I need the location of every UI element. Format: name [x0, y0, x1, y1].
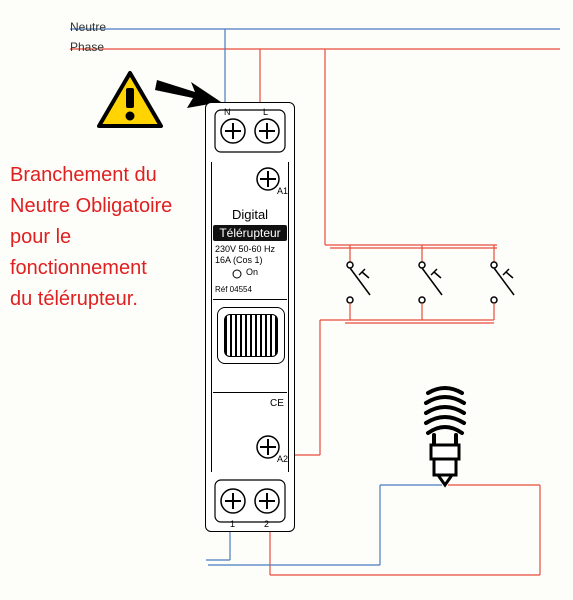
top-terminals: [205, 106, 295, 158]
bottom-terminals: [205, 476, 295, 528]
device-spec-current: 16A (Cos 1): [215, 255, 263, 265]
device-model: Télérupteur: [213, 225, 287, 241]
terminal-2-label: 2: [264, 519, 269, 529]
warning-line-3: pour le: [10, 222, 205, 253]
warning-line-5: du télérupteur.: [10, 284, 205, 315]
warning-line-4: fonctionnement: [10, 253, 205, 284]
on-led: [231, 268, 243, 280]
manual-toggle[interactable]: [217, 307, 285, 364]
phase-label: Phase: [70, 40, 104, 54]
on-label: On: [246, 267, 258, 277]
terminal-1-label: 1: [230, 519, 235, 529]
terminal-n-label: N: [224, 107, 231, 117]
neutre-label: Neutre: [70, 20, 106, 34]
terminal-a1-label: A1: [277, 186, 288, 196]
ce-mark: CE: [270, 398, 284, 409]
device-ref: Réf 04554: [215, 285, 252, 294]
warning-line-2: Neutre Obligatoire: [10, 191, 205, 222]
lamp-icon: [414, 385, 476, 490]
terminal-l-label: L: [263, 107, 268, 117]
terminal-a2-label: A2: [277, 454, 288, 464]
device-spec-voltage: 230V 50-60 Hz: [215, 244, 275, 254]
warning-text: Branchement du Neutre Obligatoire pour l…: [10, 160, 205, 315]
telerupteur-device: N L A1 Digital Télérupteur 230V 50-60 Hz…: [205, 102, 295, 532]
device-brand: Digital: [205, 207, 295, 222]
warning-line-1: Branchement du: [10, 160, 205, 191]
